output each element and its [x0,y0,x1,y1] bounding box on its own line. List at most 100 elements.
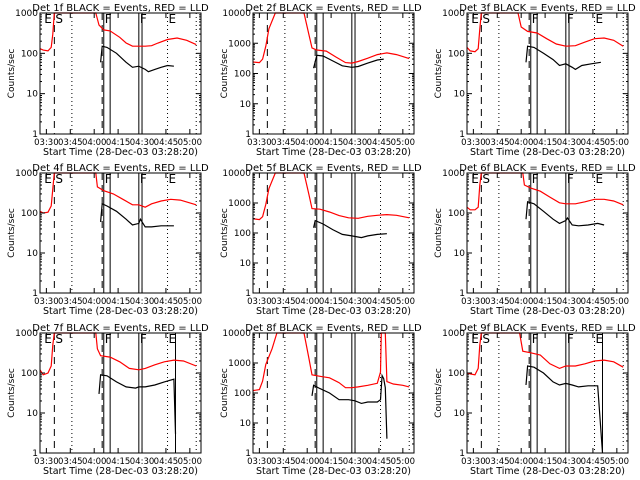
y-tick-label: 10 [240,419,252,429]
interval-label-E: E [471,332,479,346]
x-tick-label: 04:30 [130,297,155,307]
y-axis-label: Counts/sec [7,49,17,99]
x-tick-label: 03:30 [247,297,272,307]
interval-label-E: E [596,172,604,186]
x-tick-label: 04:30 [130,138,155,148]
x-axis-label: Start Time (28-Dec-03 03:28:20) [43,466,198,477]
x-tick-label: 03:45 [58,457,83,467]
x-tick-label: 05:00 [178,457,203,467]
y-axis-label: Counts/sec [434,208,444,258]
y-tick-label: 1 [459,289,465,299]
x-tick-label: 04:45 [581,457,606,467]
x-tick-label: 05:00 [391,457,416,467]
plot-frame [252,12,415,135]
x-tick-label: 03:30 [247,457,272,467]
plot-frame [466,332,629,454]
interval-label-F: F [105,332,112,346]
y-tick-label: 100 [21,49,38,59]
y-tick-label: 10 [454,409,466,419]
y-tick-label: 1 [459,130,465,140]
x-tick-label: 04:45 [367,138,392,148]
series-events [525,365,604,454]
interval-label-F: F [532,12,539,26]
interval-label-F: F [532,332,539,346]
y-tick-label: 10 [240,259,252,269]
series-lld [466,12,624,53]
y-tick-label: 10 [27,409,39,419]
y-tick-label: 1000 [442,9,465,19]
panel-title: Det 7f BLACK = Events, RED = LLD [32,323,209,334]
panel-title: Det 1f BLACK = Events, RED = LLD [32,3,209,14]
interval-label-S: S [55,172,63,186]
series-events [313,219,387,239]
x-tick-label: 05:00 [391,297,416,307]
x-axis-label: Start Time (28-Dec-03 03:28:20) [256,466,411,477]
x-tick-label: 03:30 [461,457,486,467]
x-tick-label: 04:45 [581,138,606,148]
plot-frame [466,172,629,294]
y-tick-label: 100 [21,209,38,219]
x-axis-label: Start Time (28-Dec-03 03:28:20) [256,147,411,158]
y-tick-label: 1 [459,449,465,459]
plot-frame [252,172,415,294]
x-tick-label: 04:00 [82,138,107,148]
interval-label-E: E [169,172,177,186]
x-axis-label: Start Time (28-Dec-03 03:28:20) [43,306,198,317]
series-lld [252,332,410,392]
panel-title: Det 9f BLACK = Events, RED = LLD [459,323,636,334]
series-lld [39,172,197,214]
x-tick-label: 03:45 [271,297,296,307]
y-tick-label: 10000 [222,329,251,339]
x-tick-label: 04:00 [82,457,107,467]
x-tick-label: 04:00 [509,457,534,467]
x-tick-label: 04:45 [367,297,392,307]
interval-label-E: E [44,332,52,346]
x-tick-label: 03:30 [34,457,59,467]
y-axis-label: Counts/sec [220,368,230,418]
x-tick-label: 04:15 [533,297,558,307]
x-tick-label: 03:45 [271,457,296,467]
interval-label-S: S [482,12,490,26]
y-tick-label: 1000 [15,169,38,179]
x-tick-label: 03:30 [34,297,59,307]
series-lld [466,332,624,376]
x-tick-label: 05:00 [605,297,630,307]
y-tick-label: 10 [240,100,252,110]
interval-label-S: S [55,12,63,26]
x-tick-label: 04:45 [154,138,179,148]
x-tick-label: 03:30 [34,138,59,148]
series-lld [39,12,197,52]
y-tick-label: 100 [234,70,251,80]
plot-frame [252,332,415,454]
interval-label-S: S [55,332,63,346]
x-tick-label: 04:30 [130,457,155,467]
plot-frame [39,12,202,135]
y-tick-label: 1 [32,289,38,299]
x-tick-label: 04:15 [533,138,558,148]
x-tick-label: 04:45 [581,297,606,307]
x-tick-label: 04:00 [509,138,534,148]
y-tick-label: 1000 [442,169,465,179]
x-tick-label: 04:45 [154,457,179,467]
x-tick-label: 03:45 [271,138,296,148]
x-tick-label: 04:15 [106,297,131,307]
x-tick-label: 04:00 [82,297,107,307]
interval-label-F: F [105,12,112,26]
x-tick-label: 03:30 [247,138,272,148]
y-axis-label: Counts/sec [434,368,444,418]
interval-label-S: S [482,172,490,186]
y-tick-label: 1000 [228,359,251,369]
x-tick-label: 04:30 [343,138,368,148]
interval-label-F: F [140,172,147,186]
interval-label-E: E [596,12,604,26]
interval-label-F: F [532,172,539,186]
panel-title: Det 6f BLACK = Events, RED = LLD [459,163,636,174]
x-tick-label: 03:30 [461,138,486,148]
interval-label-E: E [471,12,479,26]
interval-label-F: F [140,332,147,346]
panel-title: Det 4f BLACK = Events, RED = LLD [32,163,209,174]
